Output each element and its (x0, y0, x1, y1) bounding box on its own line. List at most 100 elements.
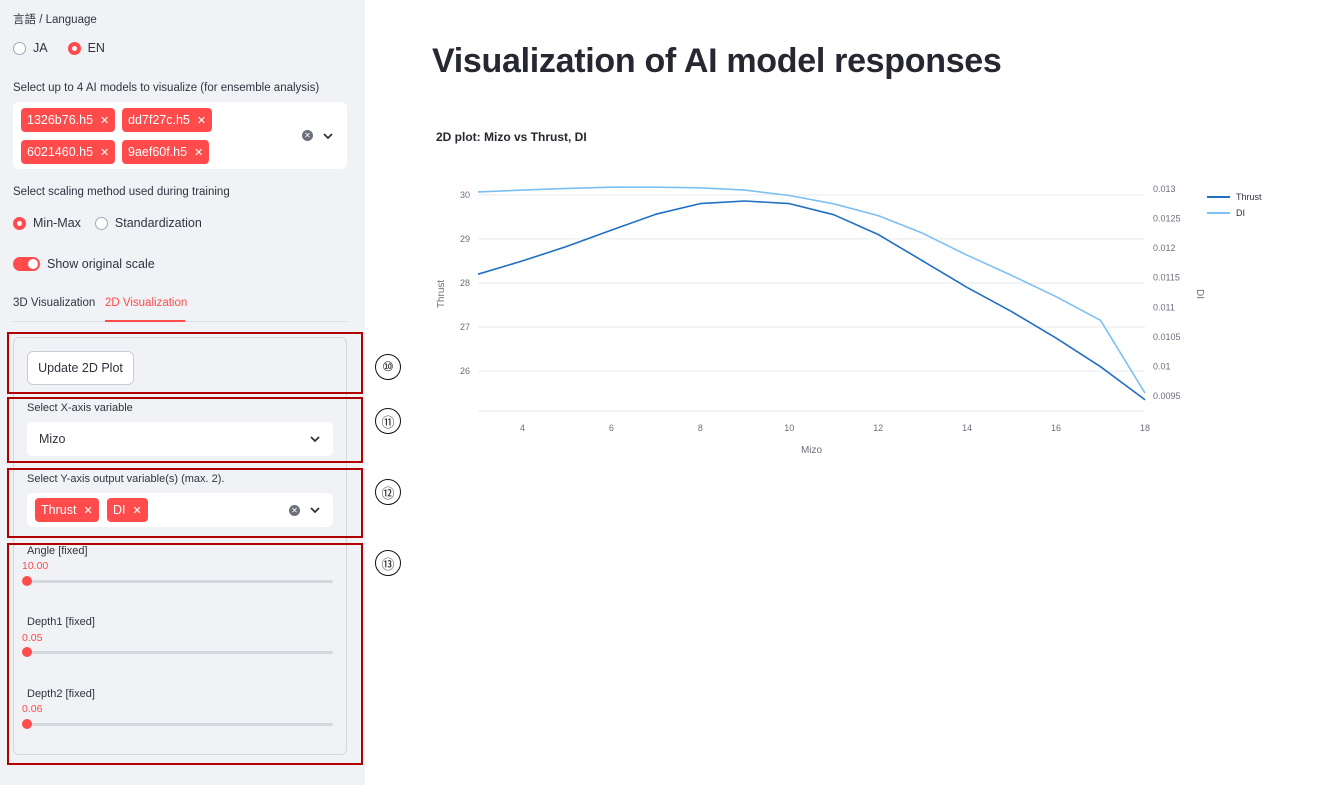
x-tick-label: 14 (962, 423, 972, 433)
tab-3d-visualization[interactable]: 3D Visualization (13, 297, 96, 309)
radio-minmax-label[interactable]: Min-Max (33, 216, 81, 230)
language-radio-group: JA EN (13, 41, 105, 55)
y2-tick-label: 0.0115 (1153, 273, 1180, 283)
y2-tick-label: 0.011 (1153, 302, 1175, 312)
model-tag-label: dd7f27c.h5 (128, 113, 190, 127)
y2-tick-label: 0.0105 (1153, 332, 1181, 342)
chevron-down-icon[interactable] (309, 433, 321, 445)
depth2-slider-thumb[interactable] (22, 719, 32, 729)
controls-panel: Update 2D Plot Select X-axis variable Mi… (13, 337, 347, 755)
x-axis-label: Select X-axis variable (27, 402, 133, 414)
y2-axis-title: DI (1194, 289, 1205, 299)
toggle-label: Show original scale (47, 257, 155, 271)
model-tag-label: 6021460.h5 (27, 145, 94, 159)
annotation-number: ⑩ (375, 354, 401, 380)
radio-ja[interactable] (13, 41, 26, 55)
remove-tag-icon[interactable]: ✕ (100, 114, 110, 127)
clear-all-icon[interactable]: ✕ (302, 130, 313, 141)
y-axis-label: Select Y-axis output variable(s) (max. 2… (27, 473, 225, 485)
remove-tag-icon[interactable]: ✕ (196, 114, 207, 127)
depth2-slider-track[interactable] (27, 723, 333, 726)
x-tick-label: 6 (609, 423, 614, 433)
y2-tick-label: 0.0125 (1153, 214, 1181, 224)
y-axis-multiselect[interactable]: Thrust ✕ DI ✕ ✕ (27, 493, 333, 527)
x-tick-label: 12 (873, 423, 883, 433)
radio-standardization[interactable] (94, 216, 108, 230)
x-tick-label: 10 (784, 423, 794, 433)
model-tag[interactable]: 9aef60f.h5 ✕ (122, 140, 210, 164)
x-tick-label: 4 (520, 423, 525, 433)
x-tick-label: 18 (1140, 423, 1150, 433)
y-tick-label: 30 (460, 190, 470, 200)
x-axis-title: Mizo (801, 445, 823, 456)
active-tab-indicator (105, 320, 185, 322)
depth1-slider-track[interactable] (27, 651, 333, 654)
highlight-box (7, 543, 363, 765)
clear-all-icon[interactable]: ✕ (289, 505, 300, 516)
update-2d-plot-button[interactable]: Update 2D Plot (27, 351, 134, 385)
page-title: Visualization of AI model responses (432, 42, 1002, 80)
visualization-tabs: 3D Visualization 2D Visualization (13, 296, 347, 322)
x-tick-label: 16 (1051, 423, 1061, 433)
radio-ja-label[interactable]: JA (33, 41, 48, 55)
output-tag-label: Thrust (41, 503, 77, 517)
y2-tick-label: 0.0095 (1153, 391, 1181, 401)
x-axis-value: Mizo (39, 432, 66, 446)
radio-minmax[interactable] (13, 216, 26, 230)
model-tag[interactable]: 6021460.h5 ✕ (21, 140, 116, 164)
plot-title: 2D plot: Mizo vs Thrust, DI (436, 130, 587, 144)
model-tag[interactable]: 1326b76.h5 ✕ (21, 108, 116, 132)
y-tick-label: 29 (460, 234, 470, 244)
model-tag-label: 1326b76.h5 (27, 113, 94, 127)
remove-tag-icon[interactable]: ✕ (194, 146, 204, 159)
scaling-radio-group: Min-Max Standardization (13, 216, 202, 230)
radio-en[interactable] (67, 41, 81, 55)
original-scale-toggle[interactable] (13, 257, 40, 271)
chevron-down-icon[interactable] (322, 130, 334, 142)
radio-standardization-label[interactable]: Standardization (114, 216, 202, 230)
x-axis-select[interactable]: Mizo (27, 422, 333, 456)
y2-tick-label: 0.013 (1153, 184, 1176, 194)
depth1-slider-thumb[interactable] (22, 647, 32, 657)
output-tag-label: DI (113, 503, 126, 517)
y-tick-label: 26 (460, 366, 470, 376)
radio-en-label[interactable]: EN (87, 41, 105, 55)
series-line-di (477, 186, 1146, 394)
y2-tick-label: 0.01 (1153, 361, 1171, 371)
angle-slider-thumb[interactable] (22, 576, 32, 586)
scaling-label: Select scaling method used during traini… (13, 186, 230, 198)
annotation-number: ⑫ (375, 479, 401, 505)
y2-tick-label: 0.012 (1153, 243, 1176, 253)
slider-value: 0.06 (22, 703, 43, 715)
legend-entry: Thrust (1236, 192, 1262, 202)
tab-2d-visualization[interactable]: 2D Visualization (105, 297, 188, 309)
highlight-box (7, 332, 363, 394)
models-multiselect[interactable]: 1326b76.h5 ✕ dd7f27c.h5 ✕ 6021460.h5 ✕ 9aef… (13, 102, 347, 169)
model-tag-label: 9aef60f.h5 (128, 145, 188, 159)
highlight-box (7, 468, 363, 538)
remove-tag-icon[interactable]: ✕ (83, 504, 93, 517)
legend-entry: DI (1236, 208, 1245, 218)
slider-label: Depth2 [fixed] (27, 688, 95, 700)
series-line-thrust (477, 200, 1146, 401)
remove-tag-icon[interactable]: ✕ (132, 504, 142, 517)
slider-label: Angle [fixed] (27, 545, 88, 557)
annotation-number: ⑪ (375, 408, 401, 434)
y-tick-label: 27 (460, 322, 470, 332)
models-label: Select up to 4 AI models to visualize (f… (13, 82, 320, 94)
x-tick-label: 8 (698, 423, 703, 433)
slider-value: 0.05 (22, 632, 43, 644)
angle-slider-track[interactable] (27, 580, 333, 583)
chevron-down-icon[interactable] (309, 504, 321, 516)
slider-value: 10.00 (22, 560, 49, 572)
highlight-box (7, 397, 363, 463)
model-tag[interactable]: dd7f27c.h5 ✕ (122, 108, 213, 132)
remove-tag-icon[interactable]: ✕ (100, 146, 110, 159)
annotation-number: ⑬ (375, 550, 401, 576)
y-tick-label: 28 (460, 278, 470, 288)
output-tag[interactable]: Thrust ✕ (35, 498, 99, 522)
language-label: 言語 / Language (13, 14, 97, 26)
output-tag[interactable]: DI ✕ (107, 498, 148, 522)
y-axis-title: Thrust (436, 280, 447, 309)
